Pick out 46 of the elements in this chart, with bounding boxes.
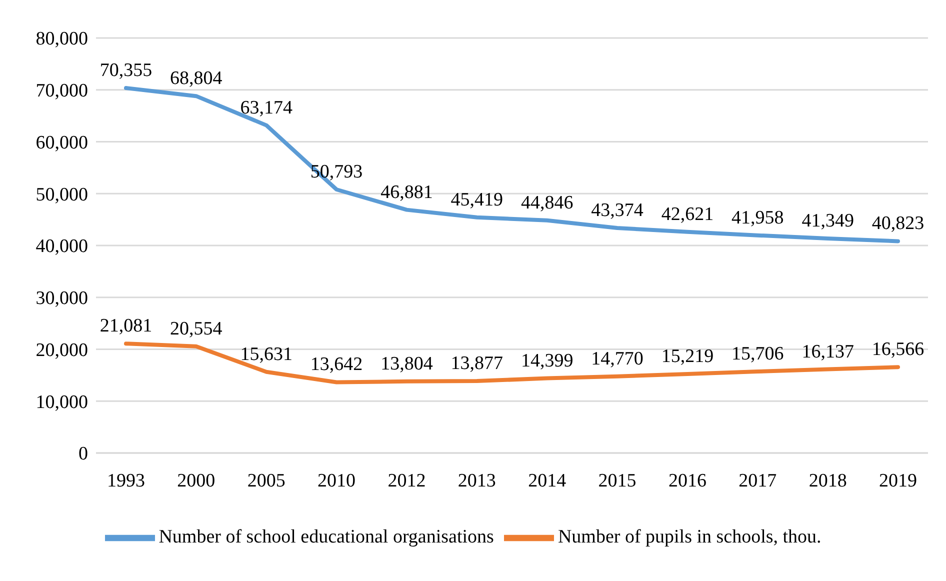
- y-tick-label: 30,000: [36, 288, 88, 310]
- data-label: 42,621: [661, 204, 714, 225]
- data-label: 20,554: [170, 318, 223, 340]
- y-tick-label: 10,000: [36, 392, 88, 413]
- y-tick-label: 60,000: [36, 132, 88, 154]
- data-label: 15,706: [732, 344, 784, 365]
- y-tick-label: 50,000: [36, 184, 88, 206]
- data-label: 46,881: [380, 182, 433, 203]
- x-tick-label: 2010: [318, 470, 356, 492]
- data-label: 14,770: [591, 348, 644, 370]
- data-label: 16,137: [802, 341, 854, 362]
- data-label: 40,823: [872, 213, 924, 234]
- y-tick-label: 70,000: [36, 80, 88, 102]
- data-label: 70,355: [100, 60, 152, 82]
- data-label: 45,419: [450, 189, 504, 210]
- data-label: 21,081: [100, 316, 152, 337]
- data-label: 68,804: [170, 68, 223, 90]
- data-label: 41,958: [732, 207, 784, 228]
- x-tick-label: 2005: [247, 470, 286, 492]
- data-label: 41,349: [802, 210, 854, 232]
- legend-label: Number of school educational organisations: [158, 526, 494, 548]
- legend-label: Number of pupils in schools, thou.: [558, 526, 822, 548]
- data-label: 13,877: [450, 353, 504, 374]
- x-tick-label: 2012: [388, 470, 426, 492]
- x-tick-label: 2019: [879, 470, 917, 492]
- y-tick-label: 0: [78, 444, 88, 465]
- x-tick-label: 2018: [808, 470, 847, 492]
- data-label: 15,219: [661, 346, 714, 368]
- data-label: 43,374: [591, 200, 644, 221]
- x-tick-label: 2013: [458, 470, 496, 492]
- y-tick-label: 40,000: [36, 236, 88, 258]
- y-tick-label: 80,000: [36, 28, 88, 50]
- y-tick-label: 20,000: [36, 340, 88, 361]
- x-tick-label: 2014: [528, 470, 567, 492]
- data-label: 44,846: [520, 192, 574, 214]
- x-tick-label: 2016: [668, 470, 706, 492]
- data-label: 63,174: [240, 97, 293, 118]
- x-tick-label: 1993: [107, 470, 145, 492]
- data-label: 13,804: [380, 353, 434, 374]
- x-tick-label: 2015: [598, 470, 636, 492]
- x-tick-label: 2017: [738, 470, 777, 492]
- data-label: 16,566: [872, 339, 924, 360]
- data-label: 13,642: [310, 354, 363, 376]
- data-label: 14,399: [520, 350, 574, 372]
- x-tick-label: 2000: [177, 470, 216, 492]
- data-label: 15,631: [240, 344, 292, 365]
